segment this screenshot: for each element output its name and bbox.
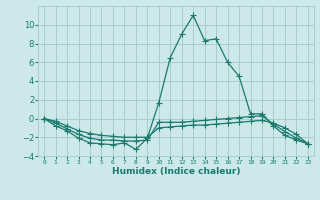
X-axis label: Humidex (Indice chaleur): Humidex (Indice chaleur): [112, 167, 240, 176]
